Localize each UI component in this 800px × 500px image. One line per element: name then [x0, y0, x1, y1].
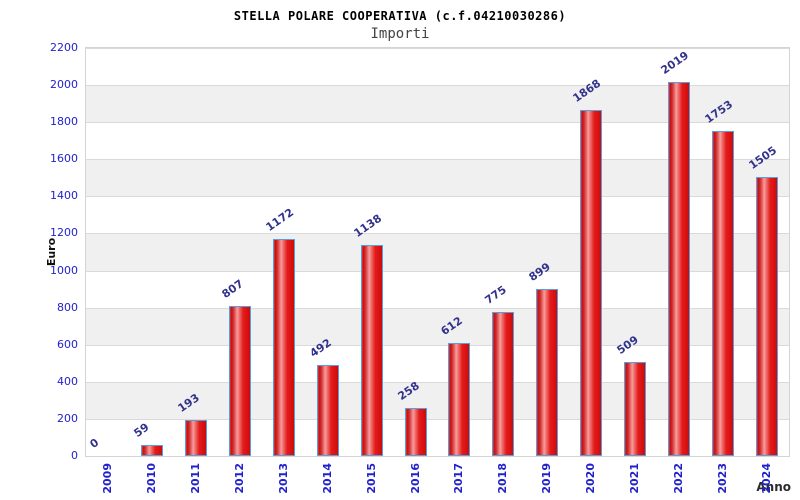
- bar-2014: [316, 364, 339, 456]
- x-tick-label-2014: 2014: [320, 463, 334, 494]
- gridline: [86, 418, 789, 420]
- x-tick-label-2015: 2015: [364, 463, 378, 494]
- x-tick-label-2024: 2024: [760, 463, 774, 494]
- y-tick-label: 800: [57, 300, 78, 314]
- y-tick-label: 200: [57, 411, 78, 425]
- x-tick-label-2019: 2019: [540, 463, 554, 494]
- bar-2013: [272, 238, 295, 456]
- x-tick-label-2022: 2022: [672, 463, 686, 494]
- x-tick-label-2011: 2011: [188, 463, 202, 494]
- bar-2018: [492, 312, 515, 456]
- gridline: [86, 85, 789, 87]
- y-tick-label: 2000: [50, 78, 78, 92]
- x-tick-label-2017: 2017: [452, 463, 466, 494]
- gridline: [86, 159, 789, 161]
- y-tick-label: 2200: [50, 41, 78, 54]
- grid-band: [86, 48, 789, 86]
- chart-subtitle: Importi: [370, 26, 430, 42]
- gridline: [86, 381, 789, 383]
- bar-2022: [668, 81, 691, 456]
- bar-2020: [580, 109, 603, 456]
- y-tick-label: 1800: [50, 115, 78, 129]
- bar-2017: [448, 342, 471, 456]
- gridline: [86, 122, 789, 124]
- bar-2010: [140, 445, 163, 456]
- plot-area: [85, 47, 790, 457]
- x-axis-title: Anno: [756, 480, 791, 494]
- y-tick-label: 1600: [50, 152, 78, 166]
- bar-2012: [228, 306, 251, 456]
- bar-2023: [712, 130, 735, 456]
- x-tick-label-2020: 2020: [584, 463, 598, 494]
- y-tick-label: 1200: [50, 226, 78, 240]
- bar-2016: [404, 408, 427, 456]
- bar-2015: [360, 244, 383, 456]
- bar-2011: [184, 420, 207, 456]
- gridline: [86, 344, 789, 346]
- y-tick-label: 1400: [50, 189, 78, 203]
- x-tick-label-2013: 2013: [276, 463, 290, 494]
- x-tick-label-2018: 2018: [496, 463, 510, 494]
- x-tick-label-2012: 2012: [232, 463, 246, 494]
- gridline: [86, 270, 789, 272]
- x-tick-label-2021: 2021: [628, 463, 642, 494]
- y-tick-label: 1000: [50, 263, 78, 277]
- x-tick-label-2016: 2016: [408, 463, 422, 494]
- bar-2024: [756, 176, 779, 456]
- x-tick-label-2009: 2009: [100, 463, 114, 494]
- gridline: [86, 307, 789, 309]
- y-tick-label: 0: [71, 449, 78, 462]
- x-tick-label-2010: 2010: [144, 463, 158, 494]
- gridline: [86, 196, 789, 198]
- bar-2019: [536, 289, 559, 456]
- gridline: [86, 233, 789, 235]
- gridline: [86, 48, 789, 49]
- y-tick-label: 600: [57, 337, 78, 351]
- x-tick-label-2023: 2023: [716, 463, 730, 494]
- chart-title: STELLA POLARE COOPERATIVA (c.f.042100302…: [233, 9, 567, 23]
- y-tick-label: 400: [57, 374, 78, 388]
- bar-2021: [624, 361, 647, 456]
